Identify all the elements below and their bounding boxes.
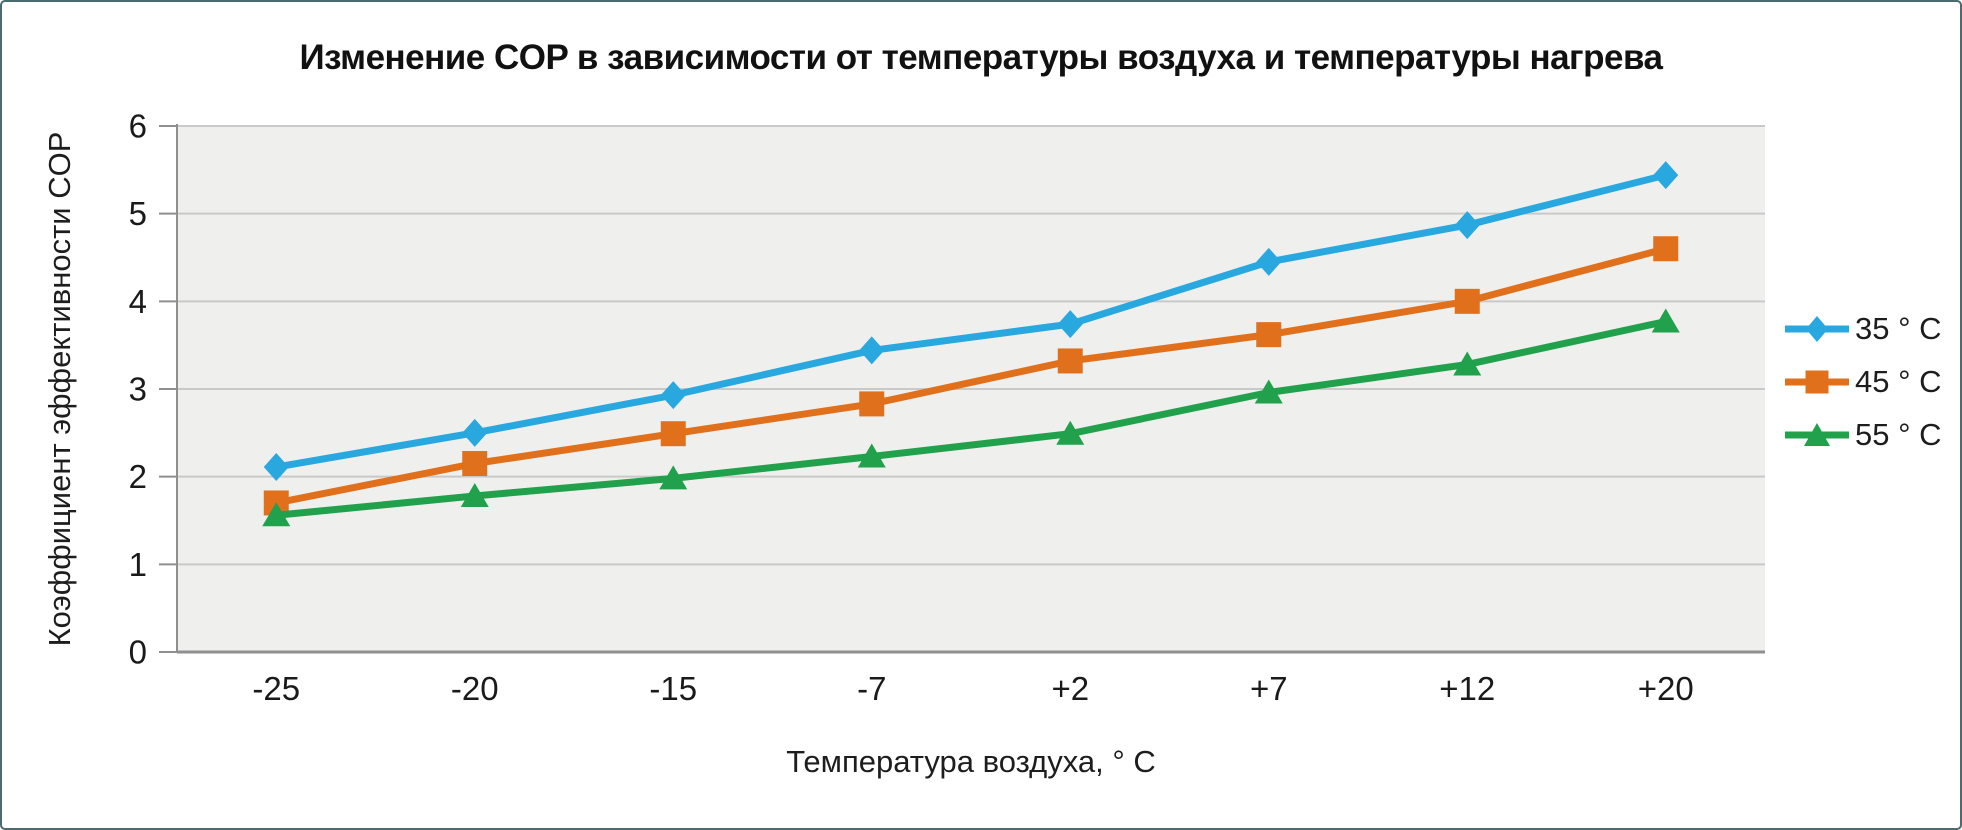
marker-triangle xyxy=(1651,308,1680,333)
legend: 35 ° С 45 ° С 55 ° С xyxy=(1785,311,1942,453)
legend-marker-square-icon xyxy=(1785,370,1849,394)
y-tick-label: 1 xyxy=(129,546,147,583)
series-line-55 xyxy=(272,317,1670,519)
y-tick-label: 4 xyxy=(129,283,147,320)
x-tick-label: +12 xyxy=(1439,670,1495,707)
marker-square xyxy=(1256,322,1282,348)
marker-triangle xyxy=(1453,351,1482,376)
marker-square xyxy=(462,451,488,477)
x-tick-label: -20 xyxy=(451,670,499,707)
x-tick-label: +2 xyxy=(1051,670,1089,707)
legend-item-55c: 55 ° С xyxy=(1785,417,1942,453)
marker-triangle xyxy=(1056,420,1085,445)
x-tick-label: +20 xyxy=(1638,670,1694,707)
marker-square xyxy=(1653,236,1679,262)
marker-diamond xyxy=(1057,310,1083,339)
marker-diamond xyxy=(1454,211,1480,240)
x-tick-label: -7 xyxy=(857,670,886,707)
legend-label: 55 ° С xyxy=(1855,417,1942,452)
marker-triangle xyxy=(262,502,291,527)
marker-square xyxy=(859,391,885,417)
marker-triangle xyxy=(1254,379,1283,404)
y-tick-label: 0 xyxy=(129,634,147,671)
marker-diamond xyxy=(263,453,289,482)
marker-triangle xyxy=(857,443,886,468)
marker-diamond xyxy=(462,418,488,447)
marker-square xyxy=(660,421,686,447)
marker-diamond xyxy=(1653,161,1679,190)
legend-label: 35 ° С xyxy=(1855,311,1942,346)
x-tick-label: +7 xyxy=(1250,670,1288,707)
legend-marker-diamond-icon xyxy=(1785,316,1849,342)
chart-title: Изменение COP в зависимости от температу… xyxy=(299,38,1664,77)
y-tick-label: 2 xyxy=(129,458,147,495)
x-tick-label: -25 xyxy=(252,670,300,707)
series-line-35 xyxy=(272,171,1670,471)
legend-item-45c: 45 ° С xyxy=(1785,364,1942,400)
marker-diamond xyxy=(1256,247,1282,276)
marker-diamond xyxy=(859,336,885,365)
x-tick-label: -15 xyxy=(649,670,697,707)
y-tick-label: 5 xyxy=(129,195,147,232)
y-tick-label: 6 xyxy=(129,108,147,145)
series-line-45 xyxy=(272,245,1670,507)
marker-square xyxy=(1057,348,1083,374)
legend-label: 45 ° С xyxy=(1855,364,1942,399)
marker-triangle xyxy=(659,465,688,490)
x-axis-title: Температура воздуха, ° С xyxy=(786,744,1156,779)
marker-square xyxy=(1454,288,1480,314)
marker-triangle xyxy=(460,482,489,507)
legend-item-35c: 35 ° С xyxy=(1785,311,1942,347)
marker-diamond xyxy=(660,381,686,410)
legend-marker-triangle-icon xyxy=(1785,423,1849,446)
y-tick-label: 3 xyxy=(129,371,147,408)
